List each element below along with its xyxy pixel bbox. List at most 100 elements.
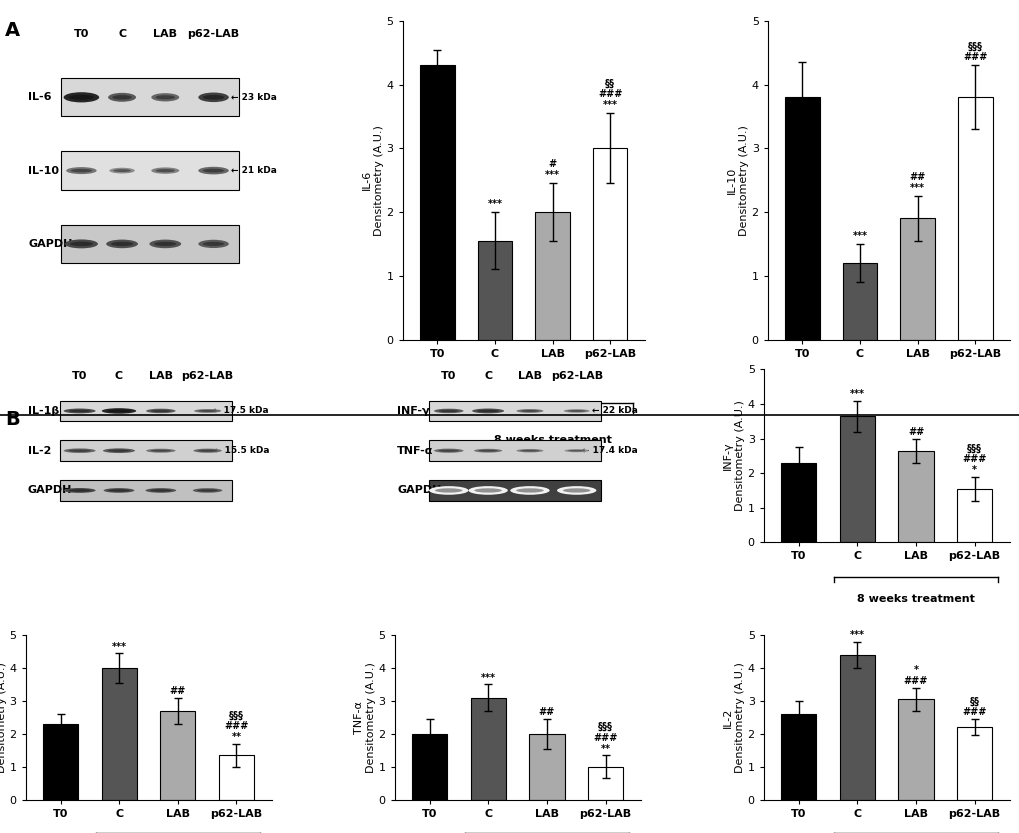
Ellipse shape [65,239,98,248]
Ellipse shape [151,93,179,102]
FancyBboxPatch shape [429,401,601,421]
FancyBboxPatch shape [61,152,238,190]
Ellipse shape [68,450,91,451]
Text: IL-1β: IL-1β [28,406,59,416]
Ellipse shape [516,488,543,492]
Ellipse shape [63,448,96,453]
Text: §§§
###: §§§ ### [962,42,986,62]
Text: 8 weeks treatment: 8 weeks treatment [858,435,975,445]
Bar [420,66,454,340]
Ellipse shape [198,167,228,174]
Bar [160,711,196,800]
Y-axis label: IL-10
Densitometry (A.U.): IL-10 Densitometry (A.U.) [727,125,748,236]
Ellipse shape [203,95,224,100]
Ellipse shape [111,242,133,246]
Ellipse shape [198,92,228,102]
Bar [219,756,254,800]
Text: GAPDH: GAPDH [28,239,72,249]
Ellipse shape [429,486,468,495]
Ellipse shape [108,489,129,491]
Text: ***: *** [112,641,126,651]
Bar [957,97,991,340]
Ellipse shape [151,450,171,451]
Ellipse shape [562,488,590,492]
Ellipse shape [63,92,99,102]
Text: ***: *** [849,389,864,399]
Ellipse shape [146,449,175,452]
Ellipse shape [203,169,224,172]
Ellipse shape [564,409,589,412]
Text: ← 17.5 kDa: ← 17.5 kDa [213,407,269,416]
Text: LAB: LAB [518,372,541,382]
Y-axis label: IL-2
Densitometry (A.U.): IL-2 Densitometry (A.U.) [722,662,744,773]
Text: ← 22 kDa: ← 22 kDa [592,407,638,416]
Ellipse shape [194,449,221,453]
Text: ← 17.4 kDa: ← 17.4 kDa [582,446,638,455]
Ellipse shape [438,410,459,412]
Text: B: B [5,410,19,429]
FancyBboxPatch shape [61,225,238,263]
Ellipse shape [109,167,135,173]
Text: A: A [5,21,20,40]
Ellipse shape [102,408,137,414]
Bar [898,451,932,542]
Ellipse shape [68,410,91,412]
Ellipse shape [438,450,459,451]
Ellipse shape [66,167,97,174]
Ellipse shape [154,242,176,246]
Ellipse shape [434,488,462,492]
Bar [102,668,137,800]
Text: IL-10: IL-10 [28,166,59,176]
Text: IL-2: IL-2 [28,446,51,456]
Ellipse shape [556,486,596,495]
Text: ***: *** [480,673,495,683]
FancyBboxPatch shape [60,401,232,421]
Text: *
###: * ### [903,666,927,686]
Y-axis label: IL-1β
Densitometry (A.U.): IL-1β Densitometry (A.U.) [0,662,6,773]
Ellipse shape [155,169,175,172]
Text: ##: ## [907,426,923,436]
Ellipse shape [107,410,130,412]
Bar [900,218,934,340]
Text: ← 21 kDa: ← 21 kDa [231,166,277,175]
Text: ← 15.5 kDa: ← 15.5 kDa [213,446,269,455]
Text: ##
***: ## *** [909,172,925,193]
Text: C: C [118,28,126,38]
Text: LAB: LAB [149,372,172,382]
Text: T0: T0 [440,372,455,382]
Bar [956,727,991,800]
Bar [781,463,815,542]
Ellipse shape [108,92,136,102]
Bar [839,655,874,800]
Bar [587,766,623,800]
FancyBboxPatch shape [429,480,601,501]
FancyBboxPatch shape [61,78,238,117]
Ellipse shape [198,450,217,451]
Text: #
***: # *** [544,159,559,180]
Ellipse shape [193,488,222,492]
Text: T0: T0 [72,372,88,382]
Text: TNF-α: TNF-α [396,446,433,456]
Text: C: C [115,372,123,382]
Ellipse shape [472,408,503,413]
Text: §§§
###
**: §§§ ### ** [224,711,249,742]
Bar [529,734,564,800]
Text: 8 weeks treatment: 8 weeks treatment [493,435,610,445]
Ellipse shape [468,486,507,495]
Text: ##: ## [169,686,185,696]
Text: p62-LAB: p62-LAB [187,28,239,38]
FancyBboxPatch shape [60,441,232,461]
Bar [477,241,512,340]
Y-axis label: TNF-α
Densitometry (A.U.): TNF-α Densitometry (A.U.) [354,662,375,773]
Ellipse shape [203,242,224,246]
Bar [898,699,932,800]
Ellipse shape [70,169,92,172]
Bar [956,489,991,542]
Ellipse shape [198,410,217,412]
Text: §§§
###
*: §§§ ### * [962,443,985,475]
Ellipse shape [516,449,543,452]
Text: §§
###
***: §§ ### *** [597,78,622,110]
Bar [471,697,505,800]
Ellipse shape [564,449,588,452]
FancyBboxPatch shape [60,480,232,501]
